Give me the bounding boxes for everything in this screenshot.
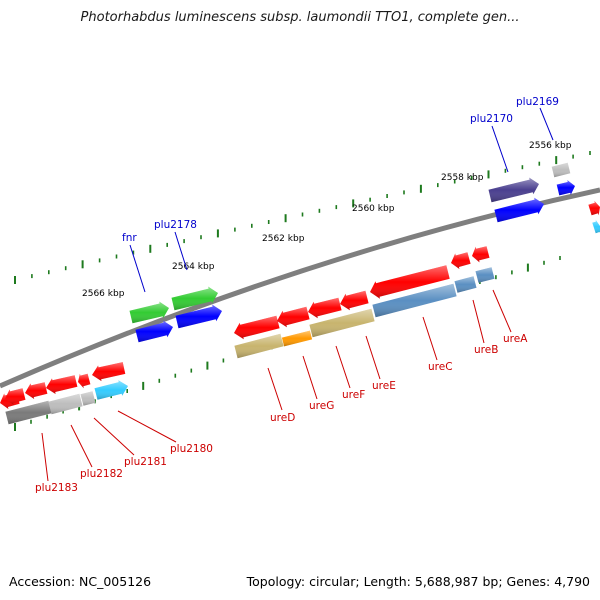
gene-label-ureB[interactable]: ureB [474, 344, 498, 356]
tick-label-2558: 2558 kbp [441, 173, 484, 183]
genome-stats-text: Topology: circular; Length: 5,688,987 bp… [246, 574, 590, 589]
gene-label-ureE[interactable]: ureE [372, 380, 396, 392]
gene-label-plu2182[interactable]: plu2182 [80, 468, 123, 480]
gene-label-ureF[interactable]: ureF [342, 389, 365, 401]
leader-ureB [472, 299, 485, 344]
cds-ureC-red-shade [370, 265, 450, 299]
backbone-arc [0, 187, 600, 389]
cds-ure-red3-shade [308, 297, 342, 319]
cds-plu2183-shade [5, 400, 52, 425]
cds-ureA-red-shade [472, 246, 490, 263]
leader-ureF [335, 345, 351, 389]
gene-features [0, 162, 600, 425]
leader-plu2169 [539, 107, 554, 141]
accession-text: Accession: NC_005126 [9, 574, 152, 589]
cds-ure-red4-shade [340, 290, 369, 311]
leader-plu2182 [70, 424, 93, 468]
tick-label-2556: 2556 kbp [529, 141, 572, 151]
gene-label-ureD[interactable]: ureD [270, 412, 295, 424]
cds-plu2169-shade [551, 162, 571, 178]
leader-ureD [267, 367, 283, 411]
tick-label-2566: 2566 kbp [82, 289, 125, 299]
cds-left-red5-shade [92, 362, 126, 382]
gene-label-plu2169[interactable]: plu2169 [516, 96, 559, 108]
cds-ure-red1-shade [234, 315, 280, 340]
tick-label-2560: 2560 kbp [352, 204, 395, 214]
gene-label-fnr[interactable]: fnr [122, 232, 137, 244]
gene-label-plu2170[interactable]: plu2170 [470, 113, 513, 125]
leader-ureC [422, 316, 438, 361]
cds-left-red1-shade [5, 388, 26, 405]
cds-plu2180-shade [94, 380, 128, 400]
gene-label-plu2178[interactable]: plu2178 [154, 219, 197, 231]
cds-fnrb-shade [135, 320, 173, 343]
cds-ureB-shade [454, 276, 477, 293]
leader-plu2170 [491, 125, 509, 173]
cds-left-red2-shade [25, 382, 48, 399]
label-leader-lines [41, 107, 554, 482]
leader-plu2180 [117, 410, 177, 443]
cds-fnr-shade [129, 301, 169, 324]
cds-ureF-shade [309, 308, 375, 338]
cds-ureG-shade [281, 330, 313, 347]
cds-plu2170b-shade [494, 197, 544, 223]
leader-plu2178 [174, 231, 188, 271]
labels: 2556 kbp 2558 kbp 2560 kbp 2562 kbp 2564… [35, 96, 572, 494]
gene-label-plu2181[interactable]: plu2181 [124, 456, 167, 468]
tick-label-2562: 2562 kbp [262, 234, 305, 244]
cds-left-red3-shade [46, 375, 78, 394]
cds-plu2178-shade [171, 286, 218, 311]
leader-ureA [492, 289, 512, 333]
map-title: Photorhabdus luminescens subsp. laumondi… [80, 10, 520, 25]
cds-plu2170-shade [488, 177, 539, 203]
gene-label-plu2180[interactable]: plu2180 [170, 443, 213, 455]
cds-right-cyan-shade [592, 219, 600, 234]
cds-right-red-shade [588, 200, 600, 216]
leader-plu2183 [41, 432, 49, 482]
cds-ureA-shade [475, 267, 495, 283]
leader-ureG [302, 355, 318, 400]
cds-ureB-red-shade [451, 252, 471, 269]
leader-ureE [365, 335, 381, 380]
cds-ureD-shade [234, 333, 284, 359]
gene-label-plu2183[interactable]: plu2183 [35, 482, 78, 494]
cds-ureC-shade [372, 283, 457, 318]
leader-fnr [129, 244, 146, 293]
cds-plu2178b-shade [175, 304, 222, 329]
cds-ure-red2-shade [277, 306, 310, 328]
cds-plu2181-shade [80, 391, 96, 406]
tick-label-2564: 2564 kbp [172, 262, 215, 272]
gene-label-ureC[interactable]: ureC [428, 361, 453, 373]
cds-plu2169b-shade [556, 180, 575, 196]
gene-label-ureG[interactable]: ureG [309, 400, 334, 412]
gene-label-ureA[interactable]: ureA [503, 333, 528, 345]
leader-plu2181 [93, 417, 135, 456]
cds-plu2182-shade [48, 393, 83, 415]
cds-left-red4-shade [78, 373, 91, 389]
